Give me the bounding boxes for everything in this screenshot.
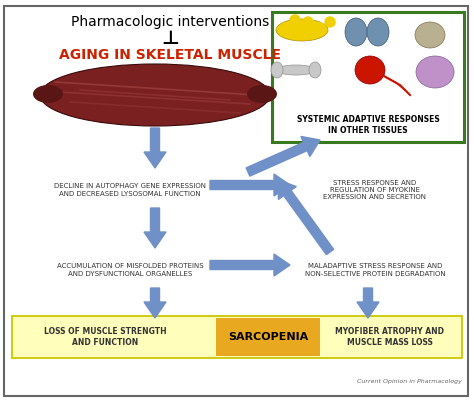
Ellipse shape xyxy=(415,22,445,48)
Ellipse shape xyxy=(247,85,277,103)
Text: ⊥: ⊥ xyxy=(161,30,179,48)
Text: SARCOPENIA: SARCOPENIA xyxy=(228,332,308,342)
Text: MYOFIBER ATROPHY AND
MUSCLE MASS LOSS: MYOFIBER ATROPHY AND MUSCLE MASS LOSS xyxy=(336,327,445,347)
Ellipse shape xyxy=(40,64,270,126)
Ellipse shape xyxy=(276,65,316,75)
FancyBboxPatch shape xyxy=(272,12,464,142)
FancyArrow shape xyxy=(210,254,290,276)
FancyArrow shape xyxy=(278,180,334,255)
Ellipse shape xyxy=(367,18,389,46)
Text: ACCUMULATION OF MISFOLDED PROTEINS
AND DYSFUNCTIONAL ORGANELLES: ACCUMULATION OF MISFOLDED PROTEINS AND D… xyxy=(57,264,203,276)
Circle shape xyxy=(325,17,335,27)
Circle shape xyxy=(315,23,325,33)
Ellipse shape xyxy=(309,62,321,78)
Text: LOSS OF MUSCLE STRENGTH
AND FUNCTION: LOSS OF MUSCLE STRENGTH AND FUNCTION xyxy=(44,327,166,347)
FancyArrow shape xyxy=(144,208,166,248)
Ellipse shape xyxy=(416,56,454,88)
Ellipse shape xyxy=(271,62,283,78)
FancyArrow shape xyxy=(246,136,320,176)
Ellipse shape xyxy=(276,19,328,41)
FancyBboxPatch shape xyxy=(216,318,320,356)
Text: STRESS RESPONSE AND
REGULATION OF MYOKINE
EXPRESSION AND SECRETION: STRESS RESPONSE AND REGULATION OF MYOKIN… xyxy=(323,180,427,200)
Text: SYSTEMIC ADAPTIVE RESPONSES
IN OTHER TISSUES: SYSTEMIC ADAPTIVE RESPONSES IN OTHER TIS… xyxy=(297,115,439,135)
Ellipse shape xyxy=(33,85,63,103)
FancyBboxPatch shape xyxy=(12,316,462,358)
Text: MALADAPTIVE STRESS RESPONSE AND
NON-SELECTIVE PROTEIN DEGRADATION: MALADAPTIVE STRESS RESPONSE AND NON-SELE… xyxy=(305,264,445,276)
FancyArrow shape xyxy=(357,288,379,318)
Text: DECLINE IN AUTOPHAGY GENE EXPRESSION
AND DECREASED LYSOSOMAL FUNCTION: DECLINE IN AUTOPHAGY GENE EXPRESSION AND… xyxy=(54,184,206,196)
Circle shape xyxy=(290,15,300,25)
Ellipse shape xyxy=(345,18,367,46)
FancyArrow shape xyxy=(144,128,166,168)
FancyBboxPatch shape xyxy=(4,6,468,396)
FancyArrow shape xyxy=(210,174,290,196)
Text: AGING IN SKELETAL MUSCLE: AGING IN SKELETAL MUSCLE xyxy=(59,48,281,62)
FancyArrow shape xyxy=(144,288,166,318)
Text: Pharmacologic interventions: Pharmacologic interventions xyxy=(71,15,269,29)
Ellipse shape xyxy=(355,56,385,84)
Text: Current Opinion in Pharmacology: Current Opinion in Pharmacology xyxy=(357,380,462,384)
Circle shape xyxy=(280,23,290,33)
Circle shape xyxy=(303,17,313,27)
